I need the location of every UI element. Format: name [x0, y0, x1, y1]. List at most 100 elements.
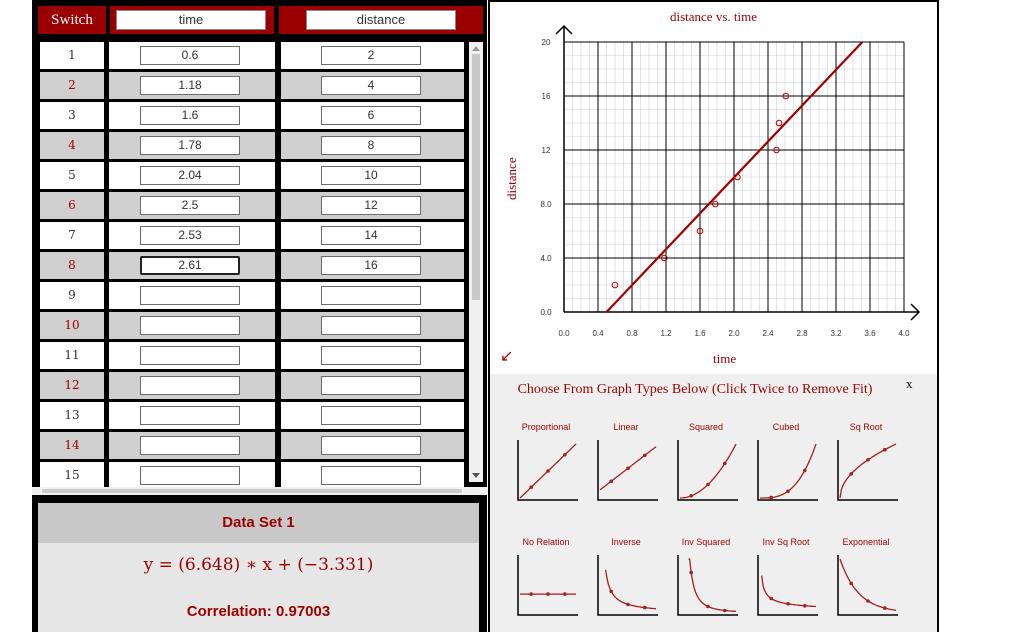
- time-input[interactable]: [140, 406, 240, 425]
- data-point: [611, 281, 619, 289]
- time-input[interactable]: 0.6: [140, 46, 240, 65]
- graph-type-no-relation[interactable]: No Relation: [506, 537, 586, 632]
- x-axis-label: time: [713, 351, 737, 366]
- graph-type-label: Squared: [688, 422, 724, 432]
- time-input[interactable]: [140, 286, 240, 305]
- time-cell: [109, 402, 275, 429]
- time-cell: [109, 372, 275, 399]
- time-input[interactable]: 2.61: [140, 256, 240, 275]
- y-axis-arrow-icon: [555, 24, 573, 35]
- time-cell: 1.6: [109, 102, 275, 129]
- scroll-down-icon[interactable]: [472, 473, 480, 478]
- time-cell: 2.5: [109, 192, 275, 219]
- time-input[interactable]: [140, 346, 240, 365]
- scatter-plot[interactable]: 0.0 0.4 0.8 1.2 1.6 2.0 2.4 2.8 3.2 3.6 4.0 0.0 4.0 8…: [490, 2, 937, 374]
- table-header: Switch time distance: [32, 0, 487, 42]
- data-point: [782, 92, 790, 100]
- graph-type-inv-squared[interactable]: Inv Squared: [666, 537, 746, 632]
- distance-cell: 10: [281, 162, 464, 189]
- time-input[interactable]: 2.04: [140, 166, 240, 185]
- distance-column-name-input[interactable]: distance: [306, 10, 456, 30]
- switch-button[interactable]: Switch: [38, 6, 106, 34]
- time-input[interactable]: 1.18: [140, 76, 240, 95]
- graph-type-proportional[interactable]: Proportional: [506, 422, 586, 517]
- table-row: 3 1.6 6: [32, 102, 469, 129]
- inverse-icon: [597, 555, 658, 616]
- row-number: 13: [40, 402, 104, 429]
- time-input[interactable]: 2.53: [140, 226, 240, 245]
- scroll-up-icon[interactable]: [472, 46, 480, 51]
- time-input[interactable]: 2.5: [140, 196, 240, 215]
- graph-type-label: Proportional: [521, 422, 571, 432]
- graph-title: distance vs. time: [669, 9, 757, 24]
- graph-type-inv-sq-root[interactable]: Inv Sq Root: [746, 537, 826, 632]
- graph-type-label: Inverse: [611, 537, 641, 547]
- time-input[interactable]: [140, 316, 240, 335]
- distance-input[interactable]: 4: [321, 76, 421, 95]
- time-input[interactable]: [140, 466, 240, 485]
- graph-type-sq-root[interactable]: Sq Root: [826, 422, 906, 517]
- table-vertical-scrollbar[interactable]: [469, 42, 483, 482]
- close-chooser-button[interactable]: x: [906, 376, 913, 391]
- time-input[interactable]: 1.6: [140, 106, 240, 125]
- distance-input[interactable]: 14: [321, 226, 421, 245]
- time-cell: [109, 462, 275, 489]
- x-tick-label: 0.8: [626, 329, 638, 338]
- graph-type-squared[interactable]: Squared: [666, 422, 746, 517]
- y-tick-label: 4.0: [540, 254, 552, 263]
- time-input[interactable]: 1.78: [140, 136, 240, 155]
- distance-input[interactable]: [321, 466, 421, 485]
- distance-input[interactable]: [321, 376, 421, 395]
- table-row: 9: [32, 282, 469, 309]
- distance-cell: [281, 402, 464, 429]
- time-cell: [109, 312, 275, 339]
- distance-input[interactable]: [321, 316, 421, 335]
- distance-input[interactable]: [321, 346, 421, 365]
- exponential-icon: [837, 555, 898, 616]
- distance-input[interactable]: 8: [321, 136, 421, 155]
- distance-input[interactable]: 6: [321, 106, 421, 125]
- graph-type-inverse[interactable]: Inverse: [586, 537, 666, 632]
- graph-panel: distance vs. time 0.0 0.4 0.8 1.2 1.6 2.0 2.4 2…: [488, 0, 939, 632]
- graph-type-chooser: Choose From Graph Types Below (Click Twi…: [490, 374, 937, 632]
- data-point: [712, 200, 719, 208]
- distance-input[interactable]: 10: [321, 166, 421, 185]
- time-cell: 0.6: [109, 42, 275, 69]
- graph-type-linear[interactable]: Linear: [586, 422, 666, 517]
- distance-input[interactable]: 16: [321, 256, 421, 275]
- time-column-header: time: [110, 6, 274, 34]
- distance-cell: 16: [281, 252, 464, 279]
- y-tick-label: 12: [542, 146, 551, 155]
- time-input[interactable]: [140, 376, 240, 395]
- scrollbar-thumb[interactable]: [472, 54, 480, 300]
- table-row: 2 1.18 4: [32, 72, 469, 99]
- table-horizontal-scrollbar[interactable]: [32, 487, 487, 495]
- graph-type-label: Cubed: [772, 422, 800, 432]
- y-tick-label: 20: [542, 38, 551, 47]
- graph-type-label: Linear: [613, 422, 639, 432]
- horizontal-scrollbar-thumb[interactable]: [42, 489, 462, 493]
- distance-input[interactable]: [321, 436, 421, 455]
- cubed-icon: [757, 440, 818, 501]
- graph-type-cubed[interactable]: Cubed: [746, 422, 826, 517]
- distance-cell: 8: [281, 132, 464, 159]
- time-input[interactable]: [140, 436, 240, 455]
- distance-input[interactable]: [321, 406, 421, 425]
- data-table-panel: Switch time distance 1 0.6 2 2 1.18 4 3 1.6 6 4 1.…: [32, 0, 487, 495]
- linear-icon: [597, 440, 658, 501]
- distance-input[interactable]: 12: [321, 196, 421, 215]
- sq-root-icon: [837, 440, 898, 501]
- time-cell: [109, 282, 275, 309]
- regression-box: Data Set 1 y = (6.648) ∗ x + (−3.331) Co…: [38, 503, 479, 632]
- graph-type-exponential[interactable]: Exponential: [826, 537, 906, 632]
- data-point: [775, 119, 783, 127]
- time-column-name-input[interactable]: time: [116, 10, 266, 30]
- table-row: 11: [32, 342, 469, 369]
- distance-input[interactable]: 2: [321, 46, 421, 65]
- resize-arrow-icon[interactable]: ↙: [500, 348, 514, 365]
- fit-equation: y = (6.648) ∗ x + (−3.331): [143, 555, 374, 575]
- x-tick-label: 0.0: [558, 329, 570, 338]
- row-number: 4: [40, 132, 104, 159]
- time-cell: 1.78: [109, 132, 275, 159]
- distance-input[interactable]: [321, 286, 421, 305]
